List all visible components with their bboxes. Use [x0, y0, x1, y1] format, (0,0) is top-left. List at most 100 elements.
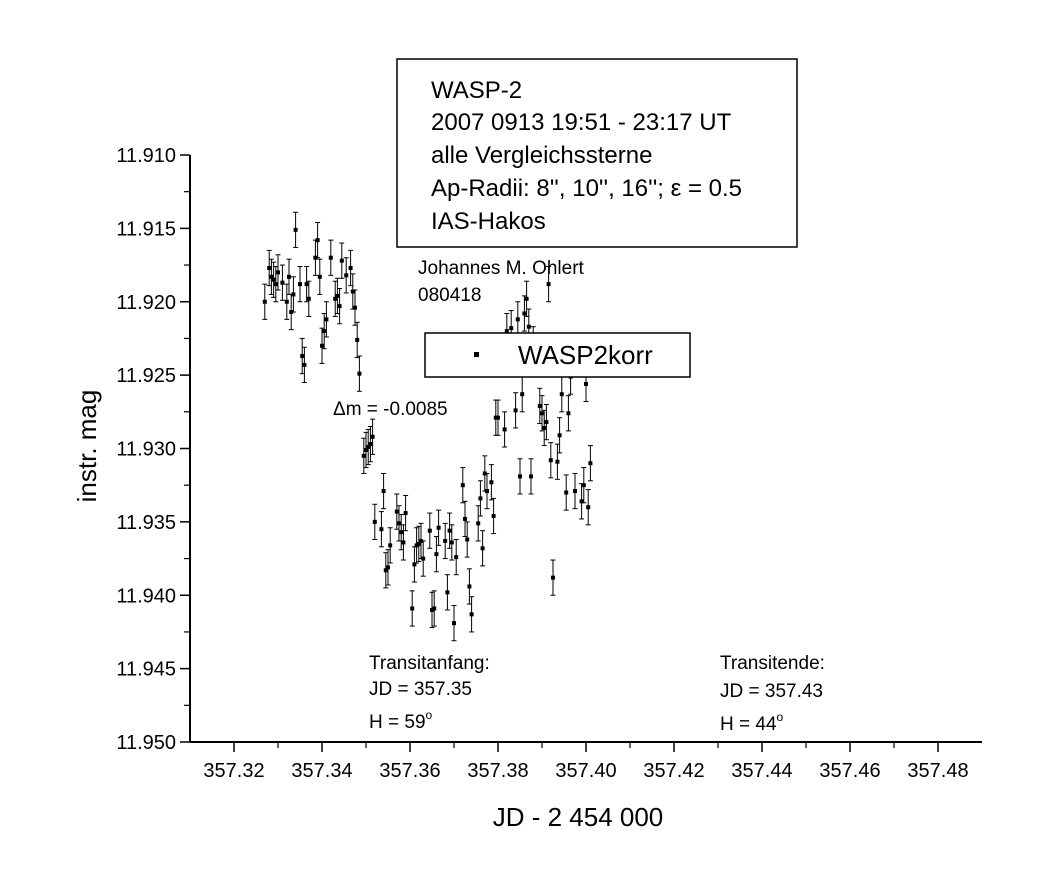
data-point [521, 295, 527, 332]
point-marker [414, 543, 419, 548]
point-marker [293, 227, 298, 232]
data-point [436, 509, 442, 546]
data-point [365, 428, 371, 466]
data-point [321, 312, 327, 350]
point-marker [496, 415, 500, 420]
point-marker [573, 489, 577, 494]
data-point [475, 505, 481, 542]
data-point [559, 376, 565, 413]
point-marker [410, 606, 415, 611]
point-marker [364, 447, 368, 452]
point-marker [447, 528, 452, 533]
data-point [449, 524, 455, 561]
point-marker [394, 509, 399, 514]
point-marker [434, 552, 439, 557]
data-point [275, 254, 281, 291]
point-marker [381, 489, 386, 494]
transit-end-height: H = 44o [720, 710, 784, 735]
data-point [453, 538, 459, 576]
point-marker [555, 459, 560, 464]
point-marker [315, 238, 320, 243]
data-point [339, 242, 345, 279]
data-point [447, 512, 453, 549]
point-marker [370, 434, 375, 439]
point-marker [520, 392, 525, 397]
data-point [396, 505, 402, 542]
point-marker [436, 525, 441, 530]
point-marker [449, 540, 454, 545]
point-marker [509, 326, 514, 331]
data-point [271, 261, 277, 298]
y-tick-label: 11.940 [116, 585, 176, 607]
y-tick-label: 11.930 [116, 439, 176, 461]
data-point [414, 527, 420, 564]
point-marker [467, 584, 472, 589]
data-point [352, 289, 358, 326]
data-point [469, 596, 475, 633]
data-point [495, 399, 501, 436]
transit-start-label: Transitanfang: [369, 653, 490, 674]
data-point [409, 590, 415, 627]
x-tick-label: 357.34 [291, 760, 352, 782]
y-tick-label: 11.945 [116, 659, 176, 681]
data-point [293, 211, 299, 248]
data-point [297, 266, 303, 303]
data-point [548, 442, 554, 479]
data-point [550, 559, 556, 596]
data-point [563, 474, 569, 511]
point-marker [304, 282, 309, 287]
data-point [420, 540, 426, 577]
legend-marker [474, 352, 479, 357]
point-marker [353, 305, 357, 310]
point-marker [302, 362, 307, 367]
point-marker [368, 442, 373, 447]
x-tick-label: 357.44 [731, 760, 792, 782]
data-point [385, 549, 391, 586]
data-point [306, 280, 312, 317]
point-marker [454, 555, 459, 560]
data-point [403, 494, 409, 532]
data-point [466, 568, 472, 605]
point-marker [287, 274, 291, 279]
info-line-comparison: alle Vergleichssterne [431, 142, 652, 169]
point-marker [298, 282, 302, 287]
axes-layer: 357.32 357.34 357.36 357.38 357.40 357.42 357.… [116, 145, 982, 782]
point-marker [586, 505, 591, 510]
point-marker [262, 299, 267, 304]
data-point [332, 280, 338, 317]
data-point [284, 283, 290, 320]
data-point [543, 403, 549, 441]
data-point [268, 258, 274, 295]
point-marker [584, 381, 588, 386]
point-marker [401, 540, 406, 545]
point-marker [379, 527, 384, 532]
data-point [387, 527, 393, 564]
x-tick-label: 357.46 [819, 760, 880, 782]
point-marker [452, 621, 456, 626]
point-marker [491, 514, 496, 519]
x-tick-label: 357.32 [203, 760, 264, 782]
point-marker [529, 474, 533, 479]
point-marker [480, 546, 485, 551]
data-point [431, 590, 437, 627]
point-marker [306, 296, 311, 301]
x-tick-label: 357.36 [379, 760, 440, 782]
data-point [524, 280, 530, 317]
point-marker [526, 324, 531, 329]
y-tick-label: 11.910 [116, 145, 176, 167]
data-point [398, 514, 404, 551]
point-marker [284, 299, 289, 304]
point-marker [551, 575, 555, 580]
point-marker [548, 458, 553, 463]
info-box [396, 58, 798, 248]
point-marker [493, 415, 498, 420]
point-marker [412, 562, 417, 567]
data-point [363, 431, 369, 469]
point-marker [518, 474, 522, 479]
point-marker [335, 293, 340, 298]
point-marker [416, 541, 421, 546]
point-marker [588, 461, 593, 466]
data-point [427, 512, 433, 549]
y-tick-label: 11.925 [116, 365, 176, 387]
